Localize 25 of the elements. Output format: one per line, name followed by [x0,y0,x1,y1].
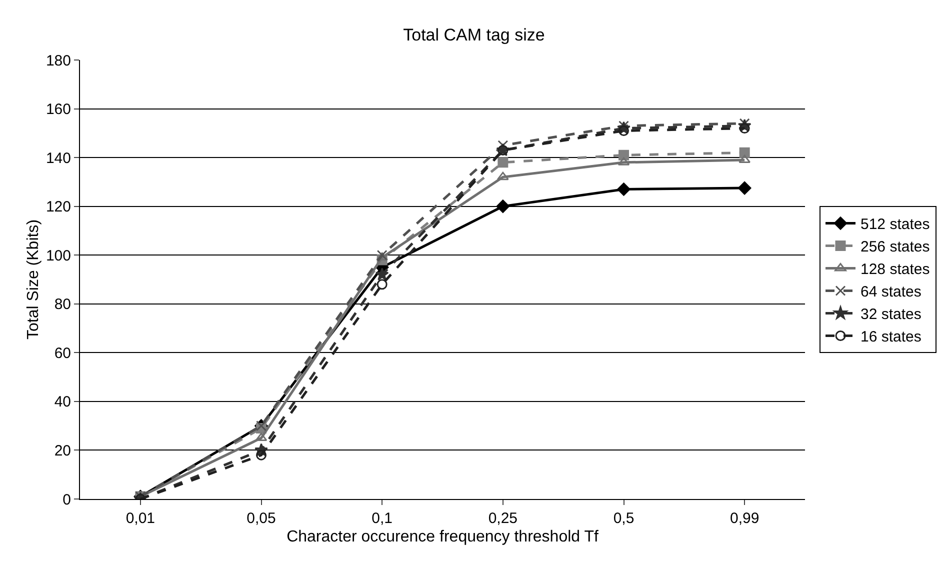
y-tick-label: 140 [46,150,71,167]
x-tick-label: 0,01 [126,510,156,527]
legend-label: 256 states [860,238,930,256]
legend-label: 64 states [860,284,922,301]
legend-label: 32 states [860,306,922,324]
y-axis-title: Total Size (Kbits) [25,219,42,340]
y-tick-label: 60 [54,344,71,362]
legend-label: 128 states [860,261,930,278]
x-tick-label: 0,1 [372,510,393,527]
y-tick-label: 80 [54,296,71,314]
chart-title: Total CAM tag size [403,25,545,44]
x-tick-label: 0,5 [613,510,634,527]
y-tick-label: 20 [54,442,71,460]
y-tick-label: 160 [46,101,71,118]
y-tick-label: 100 [46,247,71,264]
x-tick-label: 0,99 [730,510,760,527]
y-tick-label: 120 [46,198,71,216]
y-tick-label: 40 [54,394,71,411]
y-tick-label: 0 [62,491,71,508]
y-tick-label: 180 [46,52,71,70]
x-tick-label: 0,25 [488,510,518,527]
legend-label: 16 states [860,328,922,346]
x-axis-title: Character occurence frequency threshold Tf [286,528,599,546]
legend-label: 512 states [860,216,930,234]
x-tick-label: 0,05 [246,510,276,527]
